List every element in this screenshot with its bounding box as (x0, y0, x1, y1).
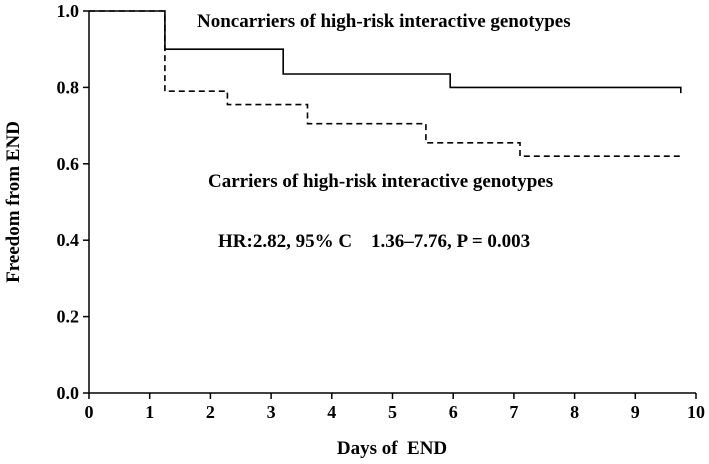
x-ticks: 0 1 2 3 4 5 6 7 8 9 10 (85, 393, 705, 422)
noncarriers-series-line (89, 10, 682, 94)
y-tick-label: 0.0 (57, 383, 80, 403)
axes (88, 11, 696, 394)
x-tick-label: 0 (85, 402, 94, 422)
y-tick-label: 1.0 (57, 1, 80, 21)
y-tick-label: 0.2 (57, 307, 80, 327)
x-tick-label: 1 (145, 402, 154, 422)
noncarriers-label: Noncarriers of high-risk interactive gen… (197, 11, 571, 32)
x-tick-label: 8 (570, 402, 579, 422)
y-tick-label: 0.6 (57, 154, 80, 174)
x-tick-label: 5 (388, 402, 397, 422)
x-tick-label: 2 (206, 402, 215, 422)
x-tick-label: 4 (327, 402, 336, 422)
x-tick-label: 6 (449, 402, 458, 422)
y-tick-label: 0.8 (57, 77, 80, 97)
x-axis-title: Days of END (337, 438, 447, 459)
series-lines (89, 10, 682, 159)
x-tick-label: 10 (687, 402, 705, 422)
x-tick-label: 3 (267, 402, 276, 422)
x-tick-label: 7 (509, 402, 518, 422)
x-tick-label: 9 (631, 402, 640, 422)
carriers-label: Carriers of high-risk interactive genoty… (208, 171, 553, 192)
y-tick-label: 0.4 (57, 230, 80, 250)
y-ticks: 0.0 0.2 0.4 0.6 0.8 1.0 (57, 1, 89, 403)
hazard-ratio-annotation: HR:2.82, 95% C 1.36–7.76, P = 0.003 (218, 231, 530, 252)
carriers-series-line (89, 10, 682, 159)
y-axis-title: Freedom from END (3, 121, 24, 283)
